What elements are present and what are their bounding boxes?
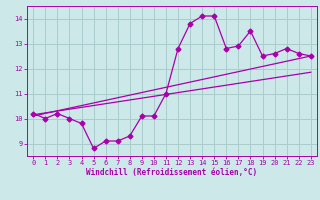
X-axis label: Windchill (Refroidissement éolien,°C): Windchill (Refroidissement éolien,°C)	[86, 168, 258, 177]
